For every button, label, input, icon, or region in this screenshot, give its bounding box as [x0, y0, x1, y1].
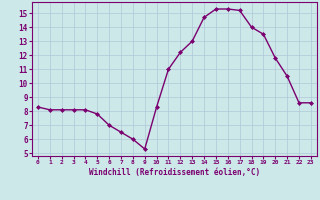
X-axis label: Windchill (Refroidissement éolien,°C): Windchill (Refroidissement éolien,°C): [89, 168, 260, 177]
